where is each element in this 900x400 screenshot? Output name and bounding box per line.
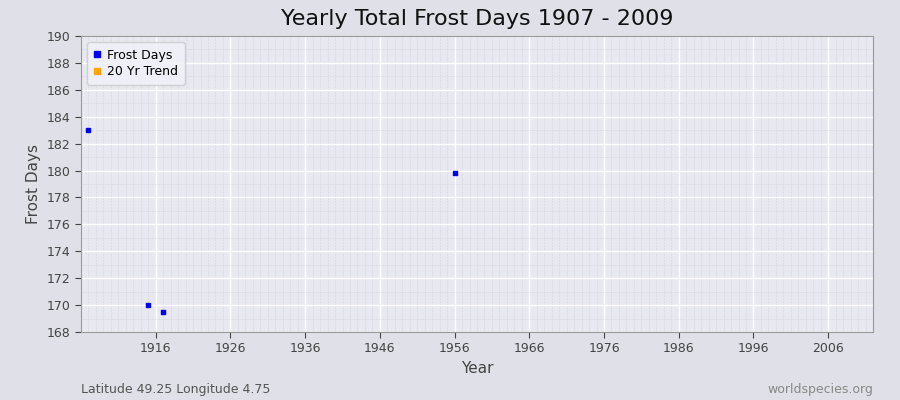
Text: worldspecies.org: worldspecies.org [767,383,873,396]
Text: Latitude 49.25 Longitude 4.75: Latitude 49.25 Longitude 4.75 [81,383,270,396]
Title: Yearly Total Frost Days 1907 - 2009: Yearly Total Frost Days 1907 - 2009 [281,9,673,29]
Point [156,309,170,315]
Y-axis label: Frost Days: Frost Days [26,144,41,224]
Point [141,302,156,308]
Legend: Frost Days, 20 Yr Trend: Frost Days, 20 Yr Trend [87,42,184,84]
X-axis label: Year: Year [461,361,493,376]
Point [81,127,95,133]
Point [447,170,462,176]
